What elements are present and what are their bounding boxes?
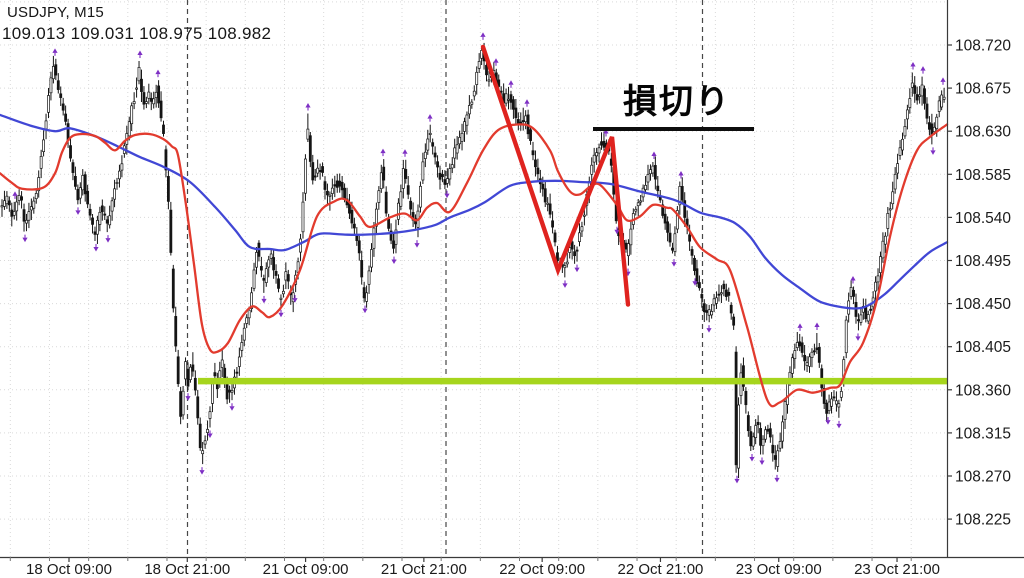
chart-header: USDJPY, M15 109.013 109.031 108.975 108.… bbox=[2, 4, 271, 44]
fractal-down-icon bbox=[692, 281, 698, 286]
fractal-down-icon bbox=[362, 308, 368, 314]
fractal-up-icon bbox=[305, 103, 311, 108]
fractal-up-icon bbox=[480, 32, 486, 37]
fractal-down-icon bbox=[75, 210, 81, 215]
ma-fast-line bbox=[0, 123, 949, 408]
fractal-up-icon bbox=[678, 171, 684, 176]
fractal-down-icon bbox=[930, 150, 936, 155]
fractal-down-icon bbox=[229, 406, 235, 411]
price-tick-label: 108.675 bbox=[955, 81, 1011, 98]
fractal-down-icon bbox=[278, 312, 284, 318]
price-tick-label: 108.585 bbox=[955, 167, 1011, 184]
fractal-down-icon bbox=[444, 193, 450, 199]
fractal-down-icon bbox=[93, 246, 99, 252]
time-tick-label: 23 Oct 21:00 bbox=[854, 561, 940, 578]
fractal-down-icon bbox=[836, 423, 842, 429]
fractal-down-icon bbox=[199, 470, 205, 475]
candles bbox=[0, 42, 946, 478]
zigzag-annotation bbox=[480, 44, 631, 307]
time-axis: 18 Oct 09:00 18 Oct 21:00 21 Oct 09:00 21 O… bbox=[0, 556, 1024, 578]
fractal-arrows bbox=[12, 32, 946, 484]
time-tick-label: 22 Oct 09:00 bbox=[499, 561, 585, 578]
fractal-up-icon bbox=[380, 148, 386, 154]
fractal-down-icon bbox=[261, 298, 267, 304]
fractal-up-icon bbox=[940, 77, 946, 82]
price-tick-label: 108.270 bbox=[955, 469, 1011, 486]
price-axis: 108.720 108.675 108.630 108.585 108.540 108.4… bbox=[946, 0, 1011, 557]
fractal-down-icon bbox=[185, 396, 191, 401]
fractal-up-icon bbox=[850, 275, 856, 281]
fractal-down-icon bbox=[706, 328, 712, 333]
fractal-up-icon bbox=[797, 323, 803, 328]
time-tick-label: 22 Oct 21:00 bbox=[617, 561, 703, 578]
fractal-up-icon bbox=[814, 322, 820, 328]
fractal-down-icon bbox=[562, 283, 568, 288]
fractal-down-icon bbox=[207, 433, 213, 438]
price-tick-label: 108.225 bbox=[955, 512, 1011, 529]
fractal-down-icon bbox=[774, 477, 780, 483]
fractal-up-icon bbox=[137, 50, 143, 56]
fractal-up-icon bbox=[508, 80, 514, 85]
price-tick-label: 108.315 bbox=[955, 425, 1011, 442]
fractal-down-icon bbox=[749, 457, 755, 462]
price-tick-label: 108.630 bbox=[955, 124, 1011, 141]
fractal-up-icon bbox=[651, 151, 657, 156]
symbol-timeframe-label: USDJPY, M15 bbox=[7, 4, 104, 21]
gridlines bbox=[0, 0, 947, 557]
fractal-up-icon bbox=[402, 149, 408, 154]
fractal-down-icon bbox=[671, 262, 677, 267]
time-tick-label: 23 Oct 09:00 bbox=[736, 561, 822, 578]
price-tick-label: 108.360 bbox=[955, 382, 1011, 399]
fractal-down-icon bbox=[574, 267, 580, 273]
fractal-up-icon bbox=[427, 114, 433, 119]
price-tick-label: 108.405 bbox=[955, 339, 1011, 356]
fractal-up-icon bbox=[920, 66, 926, 71]
fractal-down-icon bbox=[391, 259, 397, 265]
price-tick-label: 108.720 bbox=[955, 38, 1011, 55]
ma-slow-line bbox=[0, 113, 949, 310]
time-tick-label: 21 Oct 09:00 bbox=[263, 561, 349, 578]
price-tick-label: 108.495 bbox=[955, 253, 1011, 270]
price-tick-label: 108.450 bbox=[955, 296, 1011, 313]
fractal-down-icon bbox=[855, 336, 861, 341]
stop-loss-underline bbox=[593, 127, 754, 131]
time-tick-label: 18 Oct 09:00 bbox=[26, 561, 112, 578]
fractal-down-icon bbox=[825, 420, 831, 425]
time-tick-label: 21 Oct 21:00 bbox=[381, 561, 467, 578]
price-tick-label: 108.540 bbox=[955, 210, 1011, 227]
fractal-down-icon bbox=[22, 237, 28, 243]
fractal-down-icon bbox=[734, 478, 740, 484]
fractal-up-icon bbox=[493, 58, 499, 63]
fractal-up-icon bbox=[910, 62, 916, 67]
ohlc-quote: 109.013 109.031 108.975 108.982 bbox=[2, 24, 272, 43]
fractal-up-icon bbox=[12, 191, 18, 196]
fractal-up-icon bbox=[155, 69, 161, 75]
fractal-down-icon bbox=[414, 243, 420, 248]
fractal-down-icon bbox=[759, 460, 765, 465]
fractal-up-icon bbox=[603, 128, 609, 134]
fractal-down-icon bbox=[614, 229, 620, 235]
fractal-up-icon bbox=[524, 99, 530, 104]
time-tick-label: 18 Oct 21:00 bbox=[144, 561, 230, 578]
fractal-down-icon bbox=[292, 298, 298, 303]
day-separators bbox=[186, 0, 704, 557]
fractal-down-icon bbox=[105, 238, 111, 243]
fractal-up-icon bbox=[52, 48, 58, 53]
stop-loss-annotation: 損切り bbox=[623, 83, 731, 121]
